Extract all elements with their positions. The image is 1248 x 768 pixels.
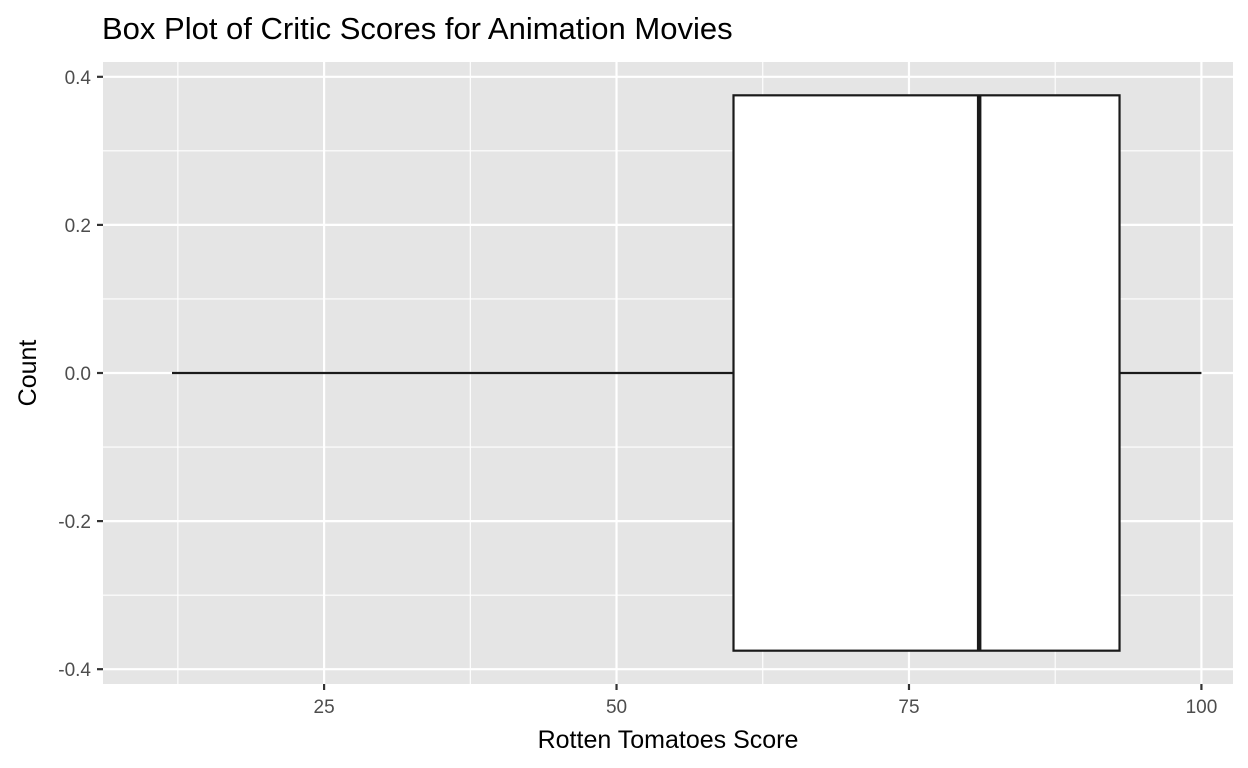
y-axis-title: Count <box>14 340 42 407</box>
x-tick-label: 100 <box>1186 697 1218 718</box>
y-tick-label: 0.4 <box>65 68 92 89</box>
x-axis: 25 50 75 100 <box>314 684 1218 718</box>
y-tick-label: -0.4 <box>58 660 91 681</box>
interquartile-box <box>732 94 1121 652</box>
chart-title: Box Plot of Critic Scores for Animation … <box>102 11 733 46</box>
x-tick-label: 50 <box>606 697 627 718</box>
y-tick-label: 0.0 <box>65 364 91 385</box>
x-tick-label: 25 <box>314 697 335 718</box>
x-axis-title: Rotten Tomatoes Score <box>538 726 799 754</box>
y-tick-label: -0.2 <box>58 512 91 533</box>
boxplot-series <box>172 94 1202 652</box>
y-tick-label: 0.2 <box>65 216 91 237</box>
y-axis: -0.4 -0.2 0.0 0.2 0.4 <box>58 68 103 681</box>
x-tick-label: 75 <box>898 697 919 718</box>
